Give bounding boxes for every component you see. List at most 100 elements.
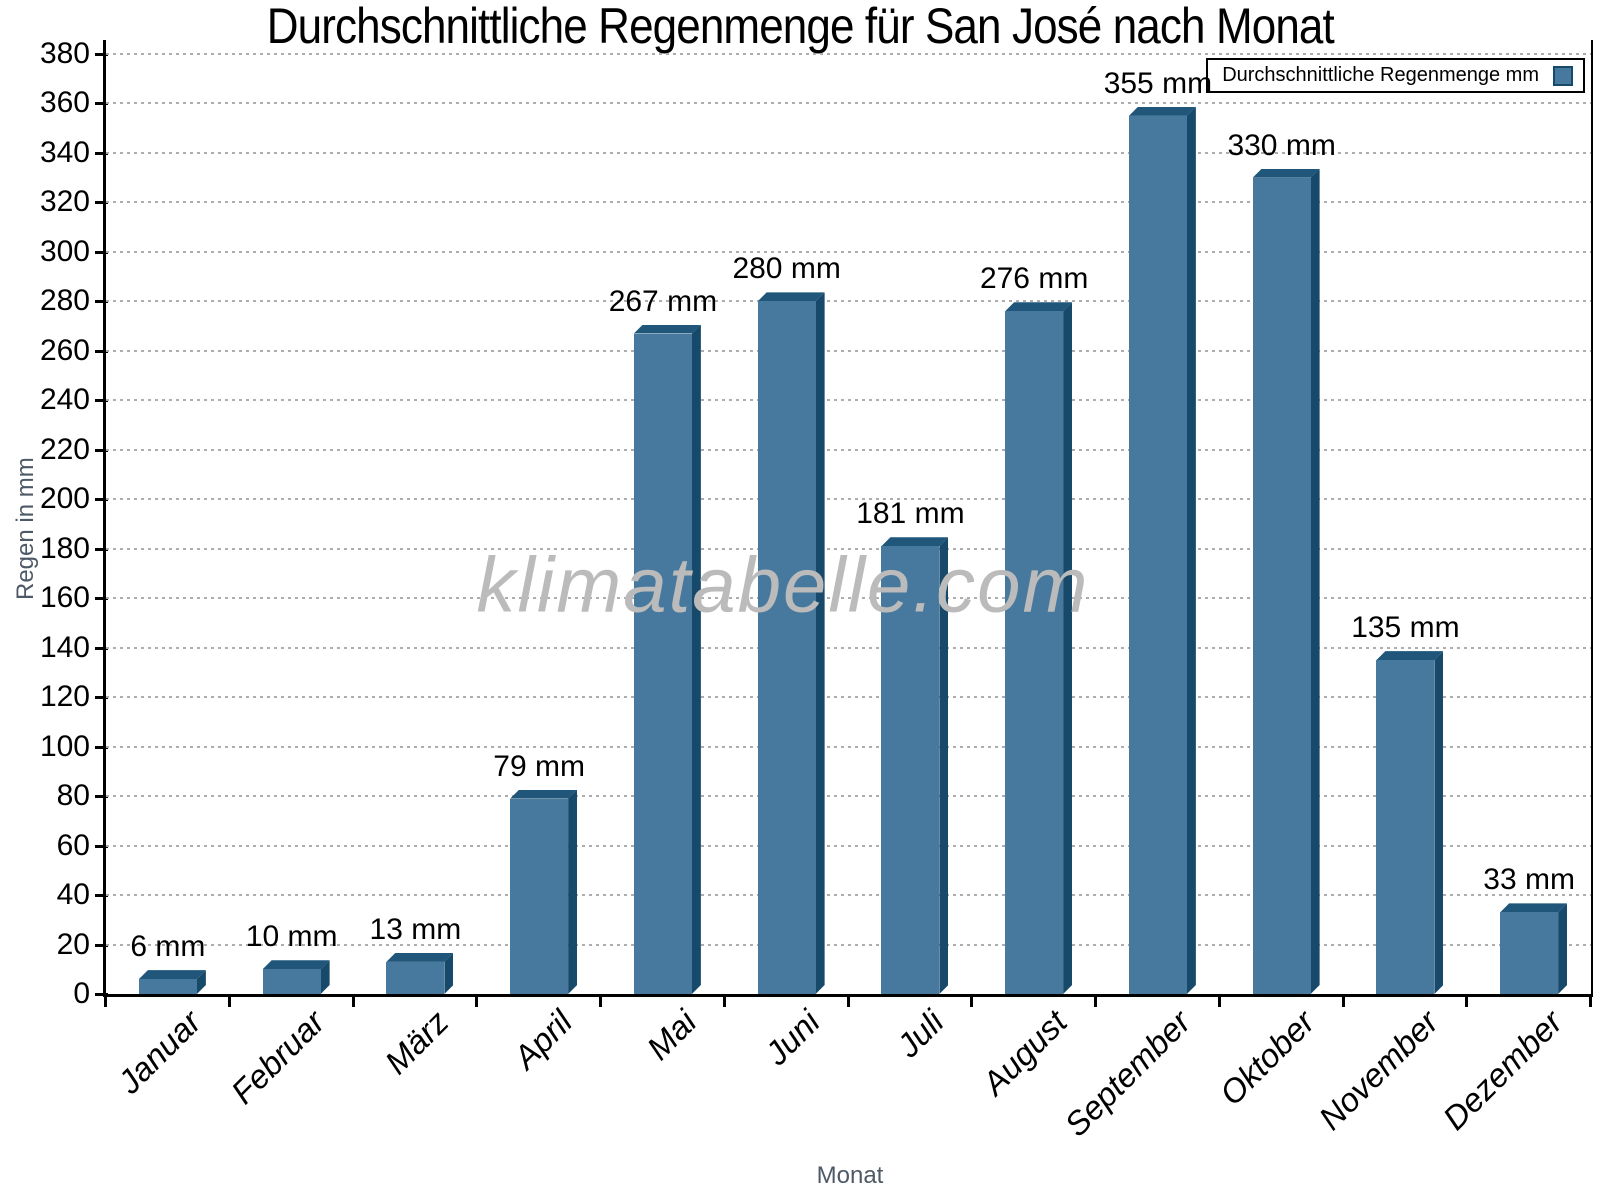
gridline: [106, 646, 1591, 649]
x-tick-mark: [351, 994, 355, 1007]
bar-value-label: 135 mm: [1351, 611, 1460, 645]
y-tick-label: 340: [39, 135, 90, 169]
chart-title: Durchschnittliche Regenmenge für San Jos…: [266, 0, 1334, 54]
gridline: [106, 300, 1591, 303]
gridline: [106, 547, 1591, 550]
gridlines-layer: [106, 40, 1591, 994]
y-tick-mark: [95, 547, 108, 551]
bar-value-label: 181 mm: [856, 497, 965, 531]
x-tick-label-text: August: [975, 1003, 1075, 1102]
x-tick-label-text: März: [377, 1003, 456, 1082]
y-tick-label: 220: [39, 432, 90, 466]
gridline: [106, 943, 1591, 946]
bar: [510, 798, 569, 994]
gridline: [106, 250, 1591, 253]
bar-value-label: 10 mm: [245, 920, 338, 954]
x-tick-mark: [970, 994, 974, 1007]
legend-label: Durchschnittliche Regenmenge mm: [1222, 64, 1539, 86]
x-tick-mark: [475, 994, 479, 1007]
y-tick-mark: [95, 795, 108, 799]
x-tick-label-text: April: [506, 1003, 580, 1076]
y-tick-label: 160: [39, 581, 90, 615]
legend: Durchschnittliche Regenmenge mm: [1206, 58, 1585, 93]
y-tick-mark: [95, 201, 108, 205]
x-tick-mark: [1589, 994, 1592, 1007]
bar: [1128, 115, 1187, 994]
bar-value-label: 280 mm: [732, 252, 841, 286]
x-tick-mark: [1465, 994, 1469, 1007]
gridline: [106, 448, 1591, 451]
y-tick-mark: [95, 894, 108, 898]
plot-area: klimatabelle.com 6 mm 10 mm 13 mm 79 mm 267 …: [103, 40, 1593, 997]
value-labels-layer: 6 mm 10 mm 13 mm 79 mm 267 mm 280 mm 181 mm 276…: [106, 40, 1591, 994]
bar-value-label: 276 mm: [979, 262, 1089, 296]
y-tick-mark: [95, 399, 108, 403]
y-tick-mark: [95, 597, 108, 601]
x-tick-label-text: Dezember: [1435, 1003, 1570, 1137]
y-tick-label: 120: [39, 680, 90, 714]
gridline: [106, 745, 1591, 748]
y-tick-mark: [95, 300, 108, 304]
gridline: [106, 102, 1591, 105]
y-tick-label: 360: [39, 86, 90, 120]
y-tick-label: 380: [39, 37, 90, 70]
x-tick-mark: [1217, 994, 1221, 1007]
x-tick-label-text: Juli: [889, 1003, 951, 1065]
gridline: [106, 795, 1591, 798]
y-tick-label: 280: [39, 284, 90, 318]
bar: [881, 546, 940, 994]
bar: [262, 969, 321, 994]
bar-value-label: 6 mm: [130, 930, 206, 964]
x-tick-mark: [104, 994, 107, 1007]
y-tick-mark: [95, 844, 108, 848]
watermark: klimatabelle.com: [476, 540, 1090, 629]
gridline: [106, 498, 1591, 501]
y-tick-label: 20: [56, 927, 90, 961]
chart-title-row: Durchschnittliche Regenmenge für San Jos…: [0, 0, 1600, 52]
y-tick-label: 140: [39, 630, 90, 664]
y-tick-mark: [95, 250, 108, 254]
bar: [633, 333, 692, 994]
y-tick-label: 100: [39, 729, 90, 763]
bar: [386, 961, 445, 994]
gridline: [106, 844, 1591, 847]
x-tick-mark: [1094, 994, 1097, 1007]
gridline: [106, 597, 1591, 600]
bar: [1500, 912, 1559, 994]
y-tick-label: 260: [39, 333, 90, 367]
x-tick-label-text: September: [1057, 1003, 1199, 1144]
bar-value-label: 33 mm: [1483, 863, 1575, 897]
gridline: [106, 399, 1591, 402]
x-tick-label-text: Juni: [757, 1003, 827, 1072]
x-tick-mark: [599, 994, 602, 1007]
bar: [757, 301, 816, 994]
x-tick-label-text: Oktober: [1212, 1003, 1322, 1113]
gridline: [106, 349, 1591, 352]
y-tick-label: 320: [39, 185, 90, 219]
bar-value-label: 330 mm: [1227, 128, 1336, 162]
y-tick-label: 0: [73, 977, 90, 1010]
y-tick-mark: [95, 349, 108, 353]
y-tick-label: 80: [56, 779, 90, 813]
y-tick-label: 180: [39, 531, 90, 565]
y-tick-mark: [95, 993, 108, 996]
y-tick-label: 300: [39, 234, 90, 268]
y-tick-mark: [95, 745, 108, 749]
bar-value-label: 79 mm: [493, 749, 585, 783]
x-tick-label-text: November: [1311, 1003, 1446, 1137]
x-tick-label-text: Februar: [223, 1003, 332, 1111]
y-tick-label: 200: [39, 482, 90, 516]
x-tick-label-text: Januar: [110, 1003, 209, 1101]
gridline: [106, 696, 1591, 699]
x-tick-mark: [227, 994, 231, 1007]
gridline: [106, 53, 1591, 55]
x-tick-mark: [1341, 994, 1345, 1007]
gridline: [106, 201, 1591, 204]
bar: [1376, 660, 1435, 994]
bar: [1005, 311, 1064, 994]
x-tick-mark: [846, 994, 850, 1007]
y-tick-mark: [95, 696, 108, 700]
